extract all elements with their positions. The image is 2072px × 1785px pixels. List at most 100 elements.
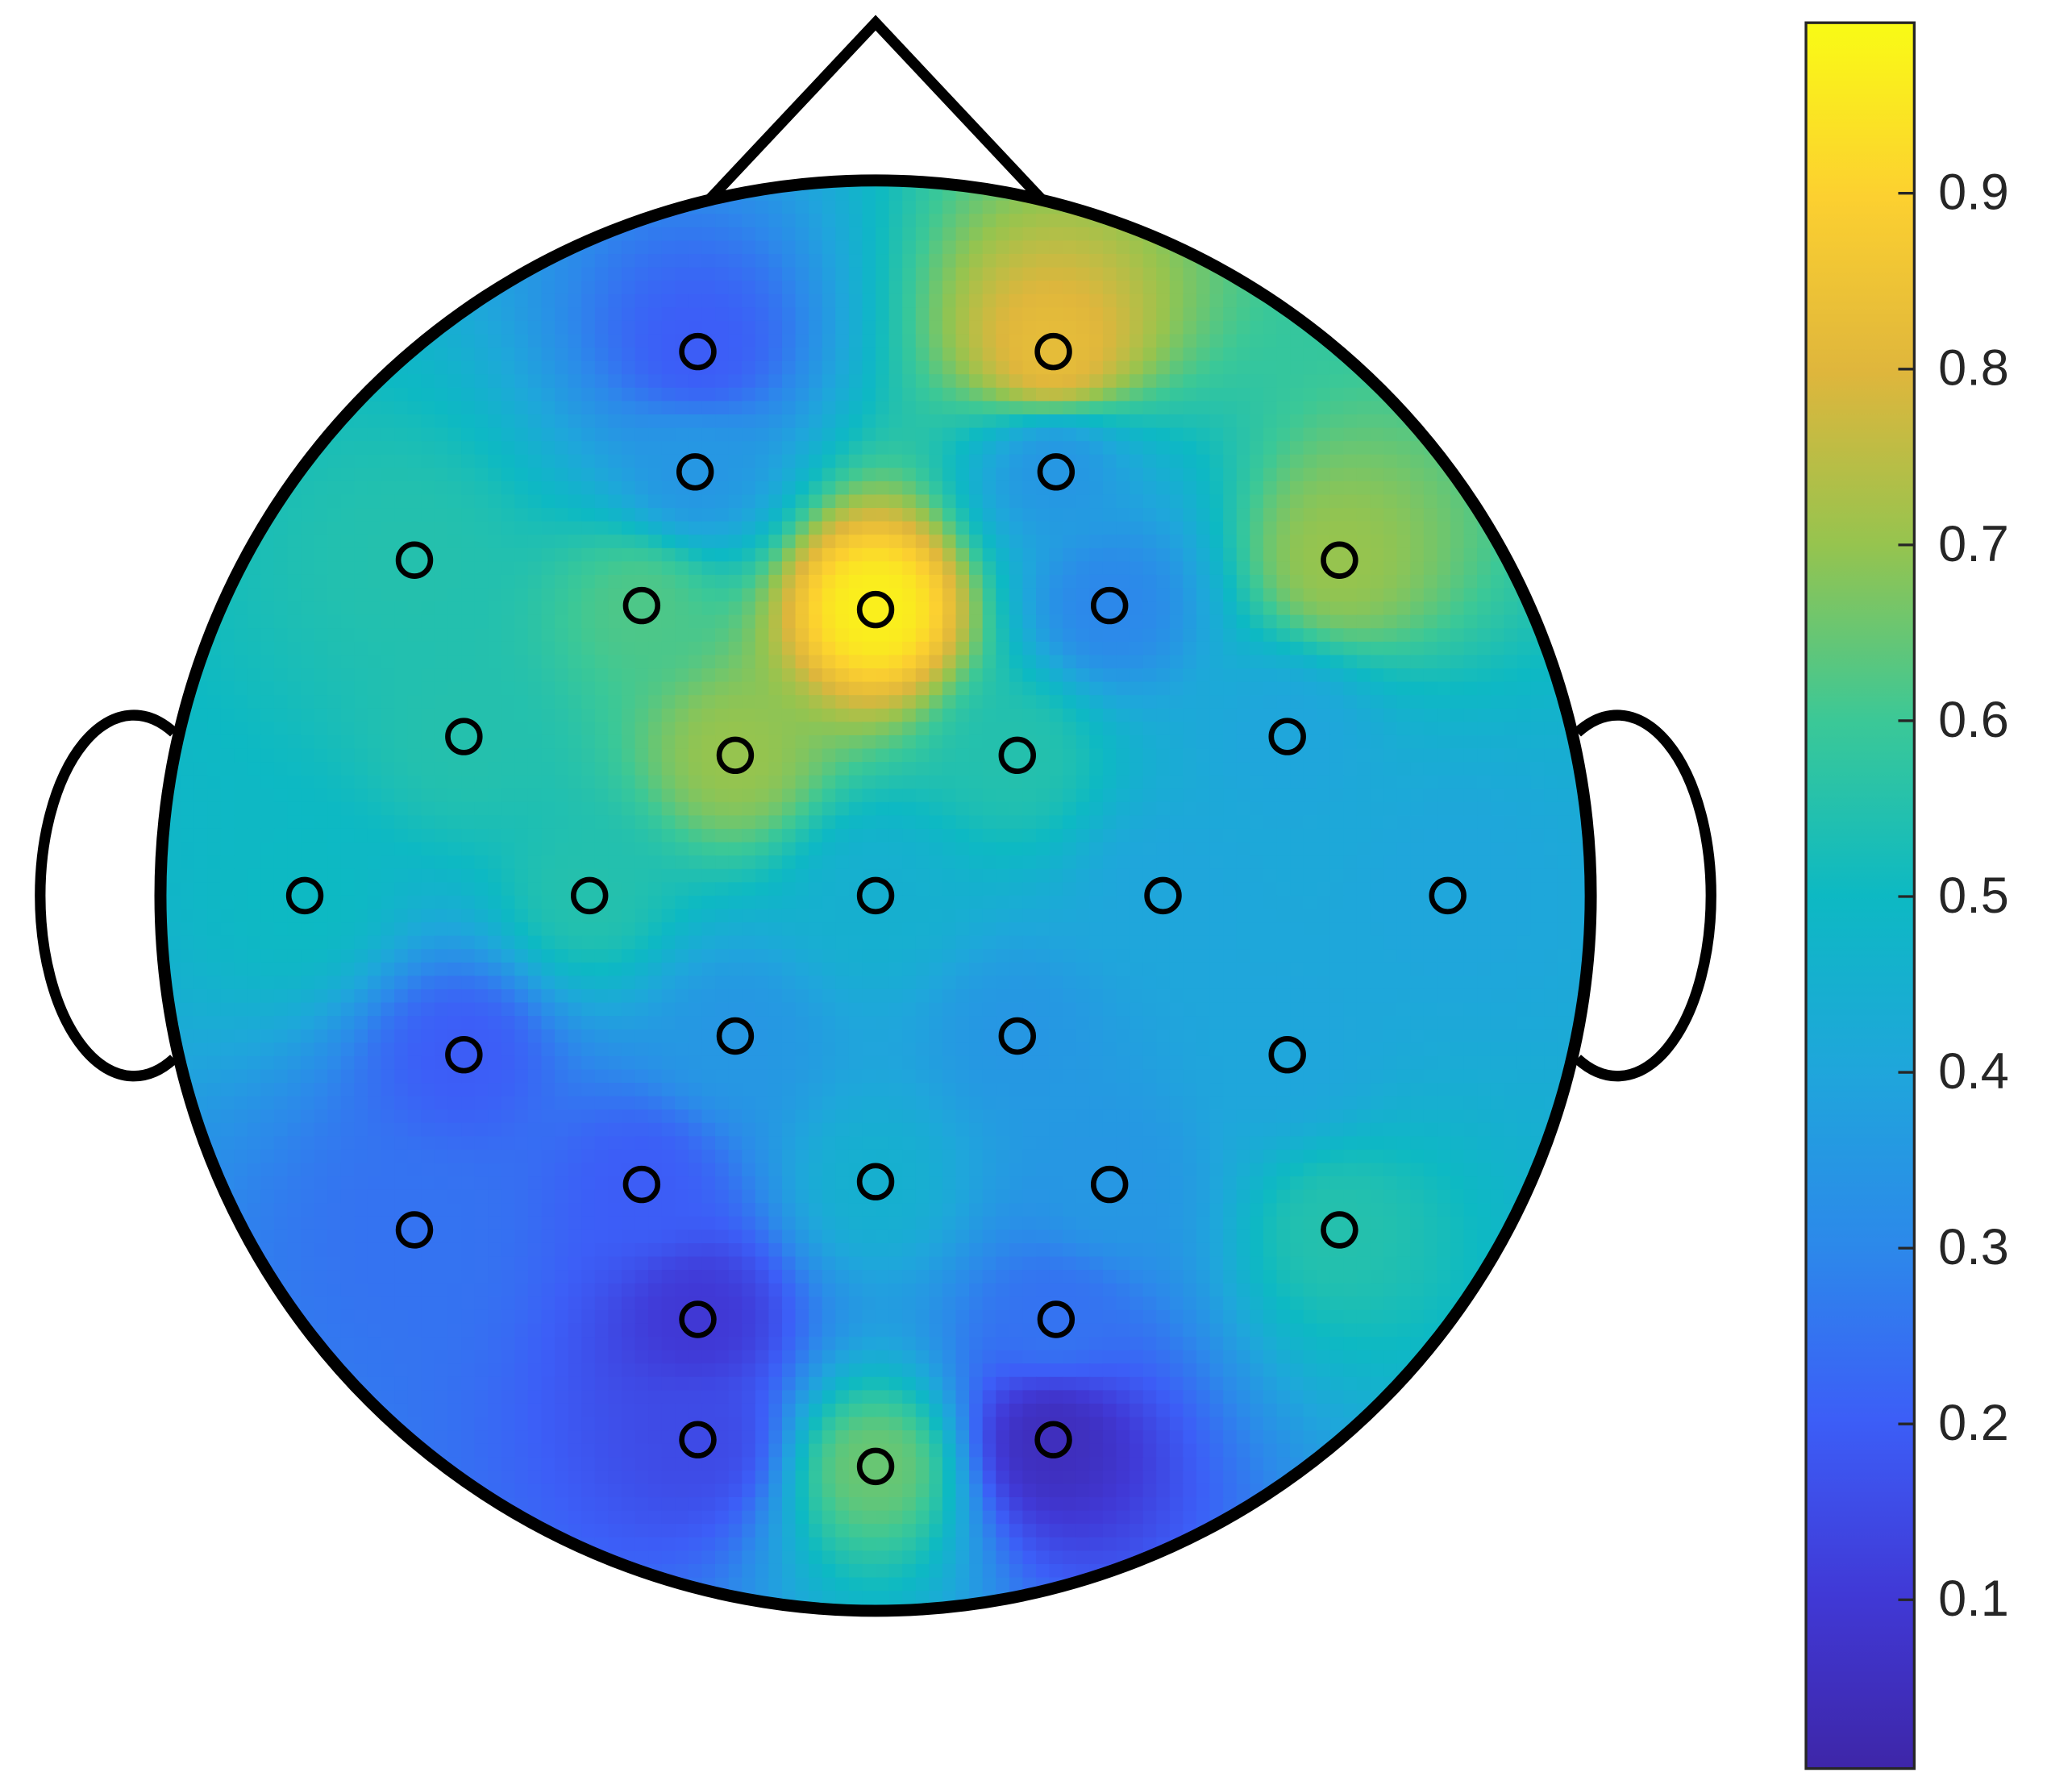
field-cell [969, 494, 984, 510]
field-cell [1356, 414, 1371, 429]
field-cell [501, 708, 516, 723]
field-cell [634, 561, 650, 576]
field-cell [1089, 281, 1104, 295]
field-cell [728, 240, 743, 256]
field-cell [488, 320, 502, 335]
field-cell [1130, 508, 1144, 522]
field-cell [701, 815, 717, 830]
field-cell [661, 788, 676, 803]
field-cell [1169, 601, 1184, 616]
field-cell [501, 521, 516, 536]
field-cell [394, 895, 409, 910]
field-cell [915, 882, 930, 897]
field-cell [1102, 695, 1117, 709]
field-cell [1089, 762, 1104, 776]
field-cell [1504, 909, 1518, 924]
field-cell [701, 601, 717, 616]
field-cell [982, 641, 997, 656]
field-cell [541, 641, 556, 656]
field-cell [1116, 240, 1131, 256]
field-cell [1236, 614, 1251, 630]
field-cell [381, 574, 396, 589]
field-cell [1463, 668, 1479, 683]
field-cell [915, 320, 930, 335]
field-cell [661, 815, 676, 830]
field-cell [969, 508, 984, 522]
field-cell [915, 628, 930, 643]
field-cell [715, 614, 730, 630]
field-cell [688, 535, 703, 549]
field-cell [929, 200, 943, 215]
field-cell [447, 481, 463, 496]
field-cell [1356, 722, 1371, 736]
field-cell [260, 815, 275, 830]
field-cell [394, 762, 409, 776]
field-cell [1223, 601, 1238, 616]
field-cell [1076, 374, 1091, 389]
field-cell [942, 293, 957, 309]
field-cell [1223, 387, 1238, 402]
field-cell [1303, 868, 1318, 884]
field-cell [488, 601, 502, 616]
field-cell [755, 200, 770, 215]
field-cell [407, 882, 422, 897]
field-cell [421, 374, 435, 389]
field-cell [634, 427, 650, 443]
field-cell [1076, 668, 1091, 683]
field-cell [581, 708, 596, 723]
field-cell [608, 414, 622, 429]
field-cell [1236, 815, 1251, 830]
field-cell [1196, 801, 1211, 817]
field-cell [1583, 748, 1591, 764]
field-cell [488, 895, 502, 910]
field-cell [354, 882, 368, 897]
field-cell [862, 293, 877, 309]
field-cell [848, 801, 863, 817]
field-cell [354, 601, 368, 616]
field-cell [461, 788, 476, 803]
field-cell [1022, 801, 1037, 817]
field-cell [634, 722, 650, 736]
field-cell [608, 547, 622, 563]
field-cell [742, 547, 756, 563]
field-cell [1076, 762, 1091, 776]
field-cell [1116, 842, 1131, 857]
field-cell [461, 360, 476, 376]
field-cell [220, 882, 235, 897]
field-cell [568, 641, 583, 656]
field-cell [1356, 387, 1371, 402]
field-cell [1463, 521, 1479, 536]
field-cell [715, 601, 730, 616]
field-cell [969, 695, 984, 709]
field-cell [193, 828, 209, 843]
field-cell [942, 347, 957, 362]
field-cell [822, 909, 837, 924]
field-cell [421, 468, 435, 482]
field-cell [581, 374, 596, 389]
field-cell [1089, 722, 1104, 736]
field-cell [888, 909, 904, 924]
field-cell [862, 481, 877, 496]
field-cell [1089, 801, 1104, 817]
field-cell [969, 481, 984, 496]
field-cell [1130, 547, 1144, 563]
field-cell [1490, 681, 1505, 697]
field-cell [728, 614, 743, 630]
field-cell [541, 828, 556, 843]
field-cell [501, 882, 516, 897]
field-cell [568, 281, 583, 295]
field-cell [327, 681, 342, 697]
field-cell [1263, 508, 1278, 522]
field-cell [301, 547, 315, 563]
field-cell [1142, 320, 1158, 335]
field-cell [728, 281, 743, 295]
field-cell [701, 254, 717, 268]
field-cell [474, 320, 489, 335]
field-cell [888, 922, 904, 937]
field-cell [1263, 614, 1278, 630]
field-cell [848, 535, 863, 549]
field-cell [1063, 401, 1077, 415]
field-cell [1343, 895, 1358, 910]
field-cell [247, 801, 262, 817]
field-cell [474, 360, 489, 376]
